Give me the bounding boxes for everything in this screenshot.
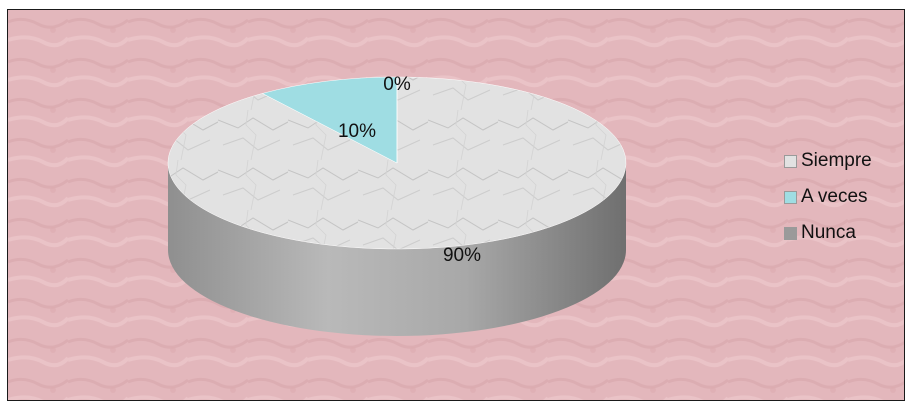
legend-label-nunca: Nunca <box>801 222 856 243</box>
data-label-a-veces: 10% <box>338 121 376 142</box>
legend-swatch-a-veces <box>784 190 797 204</box>
pie-slice-a-veces <box>261 76 398 164</box>
legend-item-a-veces: A veces <box>784 185 872 209</box>
pie-chart: 90% 10% 0% <box>8 10 904 400</box>
data-label-nunca: 0% <box>383 74 411 95</box>
chart-area: 90% 10% 0% Siempre A veces Nunca <box>7 9 905 401</box>
legend-label-a-veces: A veces <box>801 186 868 207</box>
legend: Siempre A veces Nunca <box>784 149 872 245</box>
data-label-siempre: 90% <box>443 245 481 266</box>
legend-swatch-siempre <box>784 154 797 168</box>
legend-swatch-nunca <box>784 226 797 240</box>
legend-label-siempre: Siempre <box>801 150 872 171</box>
legend-item-siempre: Siempre <box>784 149 872 173</box>
legend-item-nunca: Nunca <box>784 221 872 245</box>
pie-side <box>168 163 626 336</box>
